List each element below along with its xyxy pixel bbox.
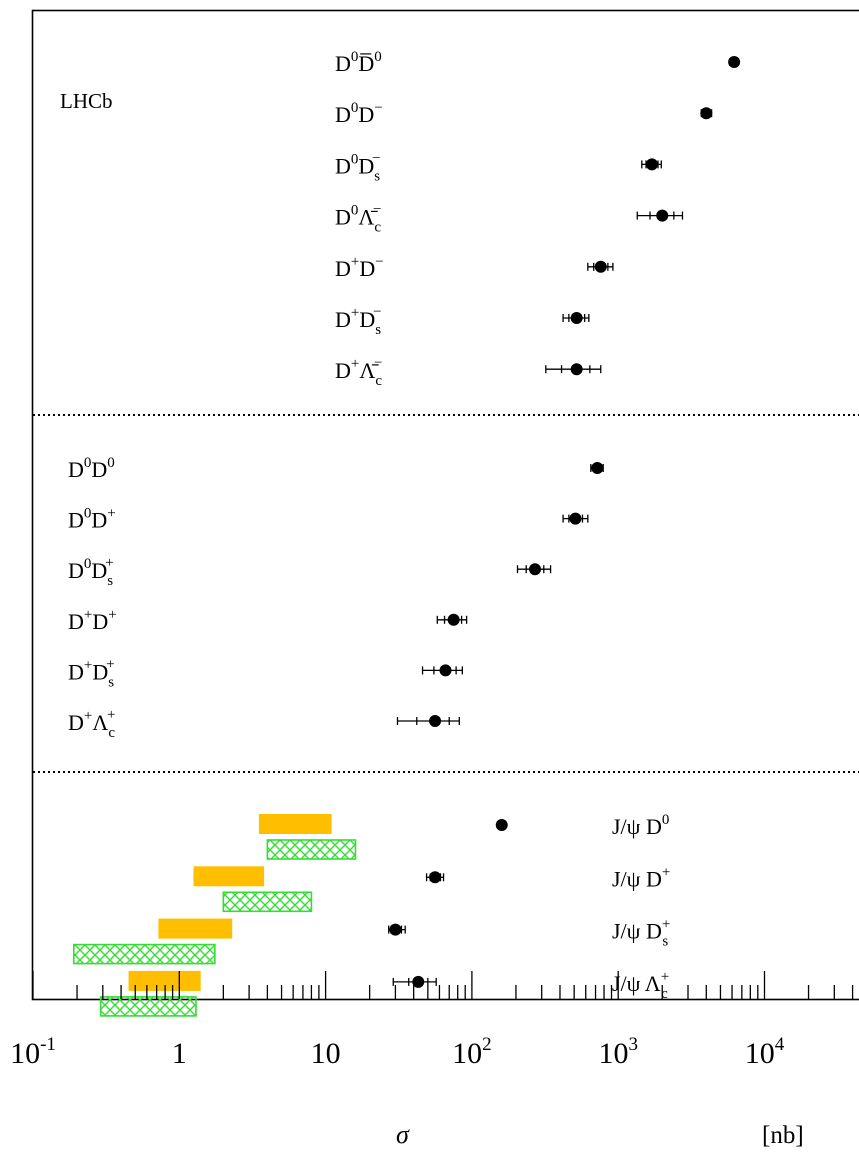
data-point-0-1 bbox=[700, 107, 713, 120]
point-label-2-0: J/ψ D0 bbox=[612, 812, 669, 839]
point-label-2-1: J/ψ D+ bbox=[612, 864, 670, 891]
data-point-0-4 bbox=[594, 260, 607, 273]
prediction-orange-2 bbox=[158, 918, 233, 939]
data-point-2-3 bbox=[412, 975, 425, 988]
point-label-0-1: D0D− bbox=[335, 100, 383, 127]
point-label-0-0: D0D̅0 bbox=[335, 49, 382, 76]
point-label-1-2: D0Ds+ bbox=[68, 555, 114, 589]
data-point-2-2 bbox=[389, 923, 402, 936]
point-label-1-0: D0D0 bbox=[68, 455, 115, 482]
point-label-0-5: D+Ds− bbox=[335, 304, 382, 338]
data-point-1-4 bbox=[439, 664, 452, 677]
x-axis-label: σ bbox=[396, 1120, 410, 1149]
point-label-1-4: D+Ds+ bbox=[68, 656, 115, 690]
data-point-0-3 bbox=[656, 209, 669, 222]
data-point-2-0 bbox=[495, 819, 508, 831]
prediction-bars bbox=[72, 814, 357, 1017]
point-label-1-3: D+D+ bbox=[68, 607, 117, 634]
plot-frame bbox=[31, 9, 859, 1001]
data-point-1-3 bbox=[447, 613, 460, 626]
point-label-0-6: D+Λ̄c− bbox=[335, 355, 382, 389]
data-point-2-1 bbox=[429, 871, 442, 884]
point-label-1-1: D0D+ bbox=[68, 506, 116, 533]
x-tick-label-5: 104 bbox=[745, 1034, 785, 1070]
point-label-2-3: J/ψ Λ+ c bbox=[612, 969, 669, 1002]
prediction-green-2 bbox=[72, 943, 216, 965]
point-label-2-2: J/ψ D+ s bbox=[612, 917, 670, 950]
x-tick-label-0: 10-1 bbox=[10, 1034, 56, 1070]
data-points bbox=[388, 56, 741, 988]
point-labels: D0D̅0 D0D− D0Ds− D0Λ̄c− D+D− D+Ds− D+Λ̄c− D0D0 D… bbox=[68, 49, 670, 1002]
x-tick-label-2: 10 bbox=[311, 1037, 341, 1070]
prediction-green-1 bbox=[222, 891, 313, 913]
data-point-0-5 bbox=[570, 312, 583, 324]
x-axis: 10-1 1 10 102 103 104 bbox=[10, 971, 854, 1070]
data-point-1-1 bbox=[569, 512, 582, 525]
data-point-0-2 bbox=[645, 158, 658, 171]
x-tick-label-3: 102 bbox=[452, 1034, 492, 1070]
x-axis-unit: [nb] bbox=[762, 1122, 804, 1149]
x-tick-label-4: 103 bbox=[598, 1034, 638, 1070]
prediction-orange-1 bbox=[193, 866, 265, 887]
data-point-0-6 bbox=[570, 363, 583, 376]
prediction-green-0 bbox=[266, 839, 357, 860]
data-point-0-0 bbox=[728, 56, 741, 68]
data-point-1-5 bbox=[429, 715, 442, 727]
point-label-0-2: D0Ds− bbox=[335, 150, 381, 184]
x-tick-label-1: 1 bbox=[172, 1037, 187, 1070]
point-label-0-4: D+D− bbox=[335, 254, 384, 281]
data-point-1-2 bbox=[529, 563, 542, 576]
point-label-1-5: D+Λc+ bbox=[68, 707, 115, 741]
point-label-0-3: D0Λ̄c− bbox=[335, 202, 381, 236]
prediction-orange-0 bbox=[258, 814, 332, 834]
lhcb-annotation: LHCb bbox=[60, 89, 113, 113]
data-point-1-0 bbox=[591, 462, 604, 474]
prediction-green-3 bbox=[99, 996, 197, 1017]
